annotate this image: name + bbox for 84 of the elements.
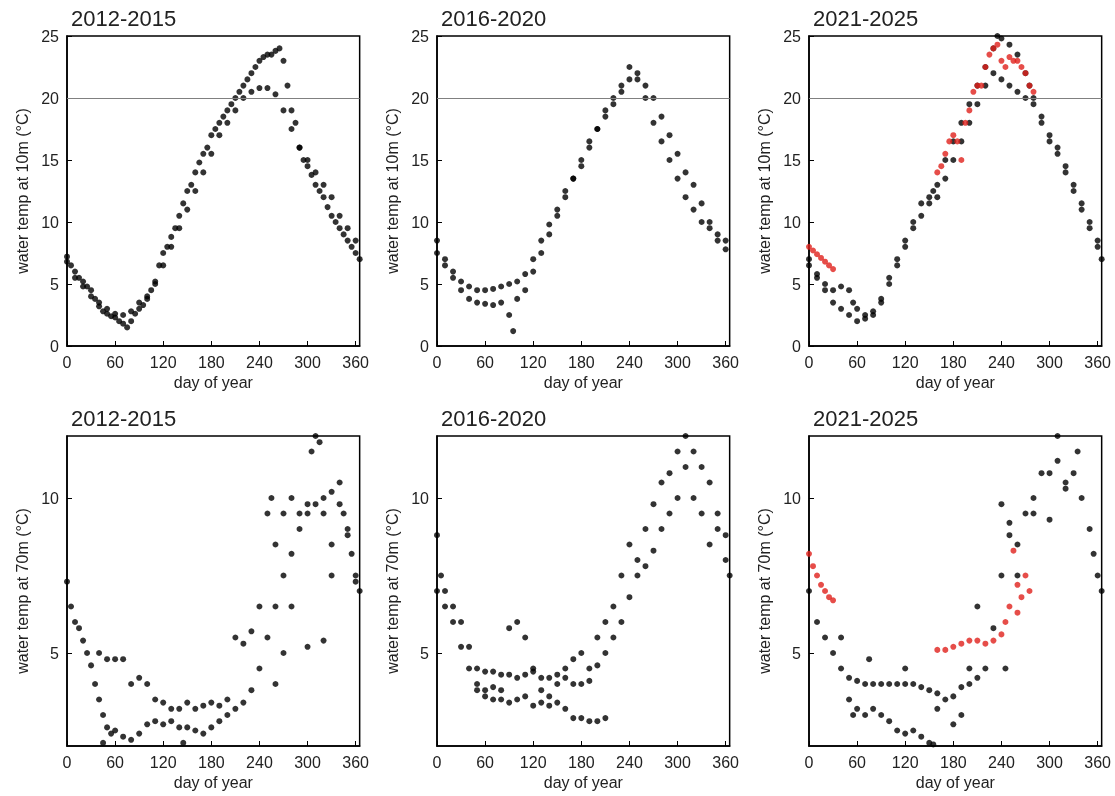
- x-tick-label: 300: [664, 353, 691, 371]
- x-tick-label: 240: [988, 353, 1015, 371]
- x-axis-title: day of year: [173, 374, 254, 392]
- x-tick-label: 180: [197, 753, 225, 771]
- y-axis-title: water temp at 70m (°C): [383, 508, 401, 675]
- x-tick-label: 0: [62, 753, 72, 771]
- x-tick-label: 240: [616, 753, 643, 771]
- x-tick-label: 120: [891, 353, 919, 371]
- y-tick-label: 15: [783, 151, 802, 169]
- x-tick-label: 120: [149, 353, 177, 371]
- x-tick-label: 0: [804, 753, 814, 771]
- x-tick-label: 0: [804, 353, 814, 371]
- y-tick-label: 25: [41, 27, 60, 45]
- y-tick-label: 15: [41, 151, 60, 169]
- y-tick-label: 0: [792, 337, 802, 355]
- x-tick-label: 180: [197, 353, 225, 371]
- y-tick-label: 20: [41, 89, 60, 107]
- y-axis-title: water temp at 70m (°C): [755, 508, 773, 675]
- x-tick-label: 360: [1084, 753, 1112, 771]
- x-tick-label: 0: [432, 753, 442, 771]
- x-tick-label: 180: [939, 353, 967, 371]
- x-tick-label: 240: [616, 353, 643, 371]
- y-axis-title: water temp at 10m (°C): [383, 108, 401, 275]
- x-tick-label: 360: [342, 753, 370, 771]
- y-axis-title: water temp at 10m (°C): [13, 108, 31, 275]
- y-tick-label: 5: [420, 275, 430, 293]
- x-tick-label: 180: [567, 353, 595, 371]
- chart-title: 2012-2015: [71, 5, 177, 31]
- x-tick-label: 0: [62, 353, 72, 371]
- x-tick-label: 120: [519, 753, 547, 771]
- y-tick-label: 10: [783, 213, 802, 231]
- x-tick-label: 240: [246, 753, 273, 771]
- x-axis-title: day of year: [915, 774, 996, 792]
- x-axis-title: day of year: [173, 774, 254, 792]
- x-tick-label: 360: [342, 353, 370, 371]
- x-tick-label: 360: [712, 353, 740, 371]
- y-tick-label: 10: [411, 213, 430, 231]
- x-tick-label: 180: [939, 753, 967, 771]
- x-tick-label: 300: [664, 753, 691, 771]
- chart-title: 2021-2025: [813, 5, 919, 31]
- y-tick-label: 10: [41, 213, 60, 231]
- y-tick-label: 0: [420, 337, 430, 355]
- x-tick-label: 360: [712, 753, 740, 771]
- x-tick-label: 0: [432, 353, 442, 371]
- y-axis-title: water temp at 70m (°C): [13, 508, 31, 675]
- y-tick-label: 10: [41, 489, 60, 507]
- x-tick-label: 300: [294, 753, 321, 771]
- x-tick-label: 300: [1036, 353, 1063, 371]
- chart-title: 2021-2025: [813, 405, 919, 431]
- x-tick-label: 300: [1036, 753, 1063, 771]
- y-tick-label: 5: [50, 644, 60, 662]
- y-tick-label: 20: [783, 89, 802, 107]
- x-tick-label: 120: [891, 753, 919, 771]
- x-tick-label: 60: [848, 353, 867, 371]
- y-tick-label: 0: [50, 337, 60, 355]
- y-axis-title: water temp at 10m (°C): [755, 108, 773, 275]
- x-tick-label: 180: [567, 753, 595, 771]
- x-tick-label: 60: [106, 353, 125, 371]
- y-tick-label: 25: [783, 27, 802, 45]
- x-tick-label: 240: [246, 353, 273, 371]
- y-tick-label: 10: [783, 489, 802, 507]
- x-axis-title: day of year: [543, 374, 624, 392]
- y-tick-label: 5: [50, 275, 60, 293]
- x-tick-label: 300: [294, 353, 321, 371]
- chart-title: 2016-2020: [441, 405, 547, 431]
- x-axis-title: day of year: [543, 774, 624, 792]
- x-tick-label: 60: [848, 753, 867, 771]
- y-tick-label: 25: [411, 27, 430, 45]
- chart-title: 2016-2020: [441, 5, 547, 31]
- y-tick-label: 20: [411, 89, 430, 107]
- chart-title: 2012-2015: [71, 405, 177, 431]
- x-tick-label: 60: [106, 753, 125, 771]
- x-axis-title: day of year: [915, 374, 996, 392]
- y-tick-label: 10: [411, 489, 430, 507]
- x-tick-label: 240: [988, 753, 1015, 771]
- x-tick-label: 60: [476, 753, 495, 771]
- x-tick-label: 120: [519, 353, 547, 371]
- x-tick-label: 360: [1084, 353, 1112, 371]
- x-tick-label: 60: [476, 353, 495, 371]
- x-tick-label: 120: [149, 753, 177, 771]
- y-tick-label: 5: [420, 644, 430, 662]
- y-tick-label: 15: [411, 151, 430, 169]
- y-tick-label: 5: [792, 644, 802, 662]
- y-tick-label: 5: [792, 275, 802, 293]
